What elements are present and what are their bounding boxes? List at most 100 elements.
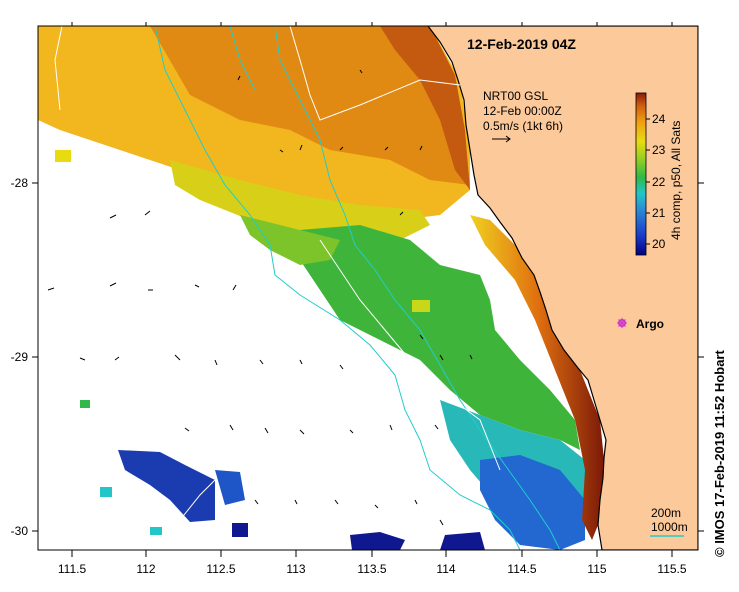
sst-hottest-coast [380,26,470,190]
bathymetry-contours [154,26,561,550]
depth-legend-label: 1000m [651,520,688,534]
boundary-line [179,479,216,521]
current-arrow [232,284,237,291]
current-arrow [264,427,269,434]
x-tick-label: 112 [136,562,155,576]
boundary-line [289,26,461,121]
boundary-line [54,26,63,111]
current-arrow [294,499,298,505]
sst-dark-blue-patch [118,450,215,522]
land-mass [427,26,698,550]
current-arrow [279,149,284,153]
y-tick-label: -29 [11,350,29,364]
current-arrow [439,354,444,361]
y-tick-label: -30 [11,524,29,538]
current-arrow [374,504,379,509]
colorbar-label: 4h comp, p50, All Sats [669,121,683,240]
y-tick-label: -28 [11,176,29,190]
current-arrow [399,211,404,216]
current-arrow [389,424,393,431]
current-arrow [144,210,151,216]
current-arrow [174,354,181,361]
argo-float-marker [617,318,627,328]
current-arrow [229,424,234,431]
sst-isolated-cell [412,300,430,312]
current-arrow [384,146,389,151]
x-tick-label: 114.5 [507,562,536,576]
x-tick-label: 111.5 [58,562,87,576]
colorbar-tick-label: 24 [652,112,666,126]
depth-legend: 200m 1000m [651,506,688,534]
current-arrow [259,359,264,365]
x-tick-label: 113.5 [357,562,386,576]
colorbar-gradient [635,92,647,256]
colorbar: 20 21 22 23 24 4h comp, p50, All Sats [635,92,683,256]
current-arrow [469,354,473,360]
source-line: 12-Feb 00:00Z [483,104,562,118]
sst-green-mid [300,225,580,450]
x-tick-label: 113 [286,562,305,576]
x-tick-label: 115 [587,562,606,576]
bathymetry-shelf-edge [229,26,256,91]
current-arrow [194,284,200,288]
current-vectors [47,69,473,526]
current-arrow [114,356,120,361]
sst-blue-patch-east [215,470,245,505]
current-arrow [79,357,86,361]
sst-isolated-cell [232,523,248,537]
sst-isolated-cell [100,487,112,497]
current-arrow [414,499,418,505]
current-arrow [254,499,259,505]
depth-legend-label: 200m [651,506,681,520]
current-arrow [419,145,423,151]
x-tick-label: 114 [436,562,455,576]
x-tick-label: 112.5 [206,562,235,576]
current-arrow [184,427,190,432]
map-area [38,26,698,550]
source-info: NRT00 GSL 12-Feb 00:00Z 0.5m/s (1kt 6h) [483,89,563,133]
argo-label: Argo [636,317,664,331]
current-arrow [349,429,354,434]
sst-isolated-cell [55,150,71,162]
y-axis-labels: -28 -29 -30 [11,176,29,538]
current-arrow [339,146,344,151]
current-arrow [109,214,117,219]
x-tick-label: 115.5 [657,562,686,576]
current-arrow [109,282,117,287]
colorbar-tick-label: 23 [652,143,666,157]
current-arrow [237,75,241,81]
bathymetry-200m [274,26,561,550]
sst-navy-patch-2 [440,532,485,550]
source-line: NRT00 GSL [483,89,548,103]
scale-arrow [492,135,511,143]
source-line: 0.5m/s (1kt 6h) [483,119,563,133]
colorbar-tick-label: 22 [652,175,666,189]
imos-credit: © IMOS 17-Feb-2019 11:52 Hobart [712,350,727,557]
current-arrow [359,69,363,74]
current-arrow [299,144,303,151]
sst-lightgreen-mid [240,215,340,265]
sst-isolated-cell [150,527,162,535]
x-axis-labels: 111.5 112 112.5 113 113.5 114 114.5 115 … [58,562,687,576]
current-arrow [334,499,339,505]
current-arrow [339,364,344,370]
map-frame [37,25,699,551]
sst-hot-north [150,26,470,185]
boundary-lines [54,26,501,521]
colorbar-tick-label: 20 [652,237,666,251]
boundary-line [319,239,501,471]
current-arrow [419,334,424,340]
sst-isolated-cell [80,400,90,408]
current-arrow [434,424,439,430]
sst-yellow-band [170,160,430,240]
current-arrow [47,287,55,291]
current-arrow [439,519,444,526]
current-arrow [214,359,218,366]
current-arrow [299,359,303,365]
current-arrow [299,429,305,435]
bathymetry-1000m [154,26,521,550]
colorbar-tick-label: 21 [652,206,666,220]
sst-navy-patch [350,532,405,550]
axis-ticks [32,22,704,557]
map-title: 12-Feb-2019 04Z [467,36,576,52]
